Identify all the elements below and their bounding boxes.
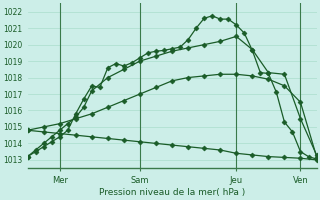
X-axis label: Pression niveau de la mer( hPa ): Pression niveau de la mer( hPa ) (99, 188, 245, 197)
